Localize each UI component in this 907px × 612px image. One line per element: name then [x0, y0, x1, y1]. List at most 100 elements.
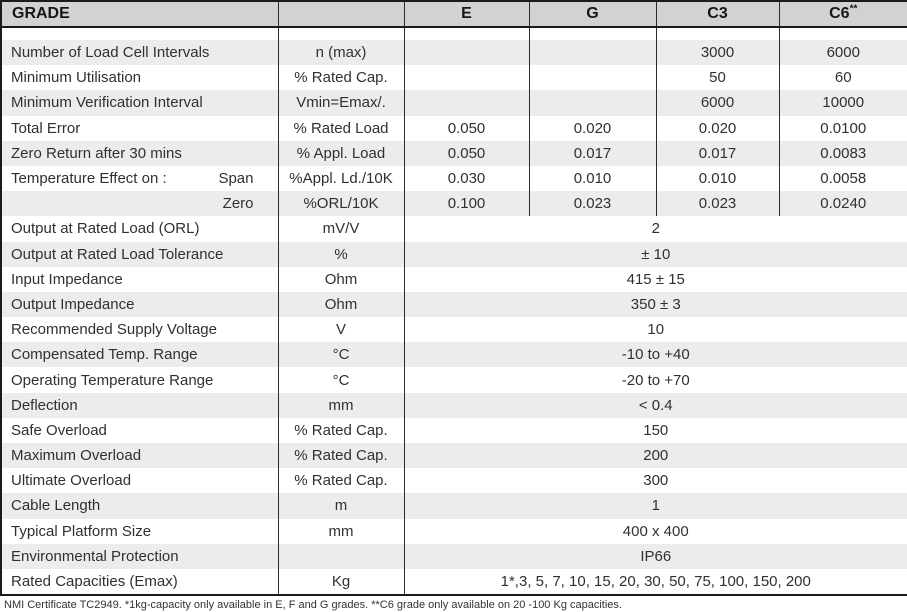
value-cell-c6: 6000 — [778, 40, 907, 66]
value-cell-all-grades: 150 — [643, 421, 669, 439]
grade-c6-footnote-marker: ** — [849, 3, 858, 15]
table-row: Recommended Supply Voltage V 10 — [1, 317, 907, 343]
value-cell-all-grades: 1*,3, 5, 7, 10, 15, 20, 30, 50, 75, 100,… — [500, 573, 811, 591]
unit-cell: Vmin=Emax/. — [278, 90, 405, 116]
value-cell-all-grades: 10 — [647, 321, 665, 339]
value-cell-c6: 60 — [778, 65, 907, 91]
table-row: Compensated Temp. Range °C -10 to +40 — [1, 342, 907, 368]
param-label: Typical Platform Size — [11, 522, 152, 540]
value-cell-e — [404, 90, 529, 116]
param-label: Cable Length — [11, 497, 101, 515]
unit-cell: mm — [278, 518, 405, 544]
value-cell-c3: 0.017 — [655, 140, 779, 166]
unit-cell: %Appl. Ld./10K — [278, 165, 405, 192]
table-row: Number of Load Cell Intervals n (max) 3000… — [1, 40, 907, 66]
unit-cell: Ohm — [278, 266, 405, 292]
table-row: Cable Length m 1 — [1, 493, 907, 519]
table-row: Maximum Overload % Rated Cap. 200 — [1, 443, 907, 469]
table-row: Safe Overload % Rated Cap. 150 — [1, 417, 907, 443]
value-cell-all-grades: 200 — [404, 443, 907, 469]
param-label-cell: Compensated Temp. Range — [1, 342, 279, 368]
param-label: Recommended Supply Voltage — [11, 321, 217, 339]
value-cell-all-grades: 300 — [643, 472, 669, 490]
value-cell-g: 0.017 — [528, 140, 656, 166]
table-row: Environmental Protection IP66 — [1, 543, 907, 569]
table-row: Minimum Verification Interval Vmin=Emax/.… — [1, 90, 907, 116]
grade-e-header: E — [404, 1, 529, 28]
value-cell-c3: 6000 — [655, 90, 779, 116]
table-row: Input Impedance Ohm 415 ± 15 — [1, 266, 907, 292]
unit-cell: °C — [278, 367, 405, 393]
unit-cell: % Rated Cap. — [278, 417, 405, 443]
param-label-cell: Minimum Utilisation — [1, 65, 279, 91]
table-row: Ultimate Overload % Rated Cap. 300 — [1, 468, 907, 494]
value-cell-c3: 0.020 — [655, 115, 779, 141]
value-cell-c3: 0.023 — [655, 191, 779, 217]
param-label: Deflection — [11, 396, 78, 414]
param-label: Input Impedance — [11, 270, 123, 288]
unit-cell: °C — [278, 342, 405, 368]
value-cell-e: 0.050 — [404, 140, 529, 166]
param-label: Safe Overload — [11, 421, 107, 439]
spacer-row — [1, 27, 907, 40]
value-cell-e — [404, 40, 529, 66]
value-cell-all-grades: 2 — [651, 220, 660, 238]
table-row: Rated Capacities (Emax) Kg 1*,3, 5, 7, 10,… — [1, 568, 907, 596]
value-cell-all-grades: 415 ± 15 — [626, 270, 685, 288]
param-label: Maximum Overload — [11, 447, 142, 465]
param-label-cell: Output at Rated Load Tolerance — [1, 241, 279, 267]
value-cell-g: 0.023 — [528, 191, 656, 217]
table-row: Temperature Effect on : Span %Appl. Ld./10… — [1, 165, 907, 192]
value-cell-e: 0.030 — [447, 170, 486, 188]
grade-c6-header: C6** — [778, 1, 907, 28]
param-label: Number of Load Cell Intervals — [11, 44, 210, 62]
unit-cell: n (max) — [278, 40, 405, 66]
table-row: Minimum Utilisation % Rated Cap. 50 60 — [1, 65, 907, 91]
value-cell-c3: 0.010 — [655, 165, 779, 192]
value-cell-g: 0.010 — [528, 165, 656, 192]
value-cell-all-grades: 350 ± 3 — [404, 291, 907, 318]
param-label-cell: Ultimate Overload — [1, 468, 279, 494]
unit-cell: m — [278, 493, 405, 519]
param-label-cell: Deflection — [1, 392, 279, 418]
param-label: Rated Capacities (Emax) — [11, 573, 178, 591]
param-label-cell: Temperature Effect on : Span — [1, 165, 279, 192]
table-row: Operating Temperature Range °C -20 to +70 — [1, 367, 907, 393]
param-label: Output at Rated Load (ORL) — [11, 220, 200, 238]
table-row: Zero Return after 30 mins% Appl. Load 0.0… — [1, 140, 907, 166]
param-label: Ultimate Overload — [11, 472, 132, 490]
param-label-cell: Output at Rated Load (ORL) — [1, 216, 279, 242]
grade-g-header: G — [528, 1, 656, 28]
value-cell-g: 0.020 — [528, 115, 656, 141]
param-label-cell: Typical Platform Size — [1, 518, 279, 544]
value-cell-g — [528, 65, 656, 91]
value-cell-g — [528, 90, 656, 116]
grade-header-cell: GRADE — [1, 1, 279, 28]
param-label-cell: Number of Load Cell Intervals — [1, 40, 279, 66]
value-cell-c6: 0.0100 — [778, 115, 907, 141]
param-sublabel: Span — [218, 170, 254, 188]
table-row: Typical Platform Size mm 400 x 400 — [1, 518, 907, 544]
param-label: Temperature Effect on : — [11, 170, 167, 188]
value-cell-all-grades: < 0.4 — [404, 392, 907, 418]
param-label-cell: Zero — [1, 191, 279, 217]
param-label: Compensated Temp. Range — [11, 346, 198, 364]
unit-cell: % Rated Load — [278, 115, 405, 141]
unit-cell: % Rated Cap. — [278, 443, 405, 469]
param-label-cell: Environmental Protection — [1, 543, 279, 569]
param-label-cell: Cable Length — [1, 493, 279, 519]
param-label: Zero Return after 30 mins — [11, 144, 182, 162]
value-cell-g — [528, 40, 656, 66]
unit-cell: Kg — [278, 568, 405, 596]
unit-cell: %ORL/10K — [278, 191, 405, 217]
table-row: Output at Rated Load Tolerance% ± 10 — [1, 241, 907, 267]
spec-table-body: Number of Load Cell Intervals n (max) 3000… — [1, 40, 907, 596]
grade-c3-header: C3 — [655, 1, 779, 28]
table-row: Output at Rated Load (ORL) mV/V 2 — [1, 216, 907, 242]
unit-cell: mV/V — [278, 216, 405, 242]
unit-cell: Ohm — [278, 291, 405, 318]
param-label: Environmental Protection — [11, 547, 179, 565]
value-cell-all-grades: -10 to +40 — [404, 342, 907, 368]
value-cell-c3: 3000 — [655, 40, 779, 66]
